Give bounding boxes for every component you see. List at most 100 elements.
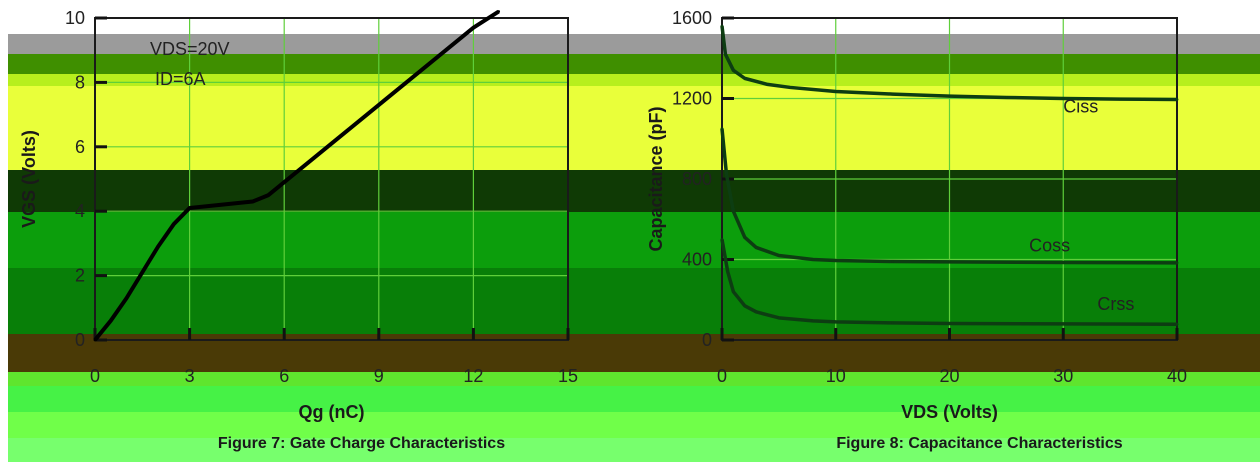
data-point: [891, 321, 895, 325]
data-point: [109, 319, 113, 323]
data-point: [948, 322, 951, 325]
series-label-coss: Coss: [1029, 235, 1070, 255]
data-point: [1175, 98, 1179, 101]
data-point: [720, 237, 724, 241]
annotation: ID=6A: [155, 69, 206, 89]
annotation: VDS=20V: [150, 39, 230, 59]
data-point: [140, 270, 144, 274]
data-point: [345, 129, 349, 133]
x-tick-label: 3: [185, 366, 195, 386]
y-tick-label: 800: [682, 169, 712, 189]
data-point: [188, 206, 192, 210]
data-point: [743, 76, 747, 80]
data-point: [1175, 261, 1179, 265]
data-point: [720, 24, 724, 28]
data-point: [948, 260, 951, 264]
x-axis-label: VDS (Volts): [901, 402, 998, 422]
data-point: [267, 193, 270, 197]
chart-title: Figure 8: Capacitance Characteristics: [836, 435, 1122, 452]
data-point: [811, 319, 815, 323]
data-point: [314, 155, 318, 158]
y-tick-label: 0: [75, 330, 85, 350]
y-tick-label: 8: [75, 72, 85, 92]
x-tick-label: 30: [1053, 366, 1073, 386]
x-tick-label: 10: [826, 366, 846, 386]
data-point: [156, 245, 160, 249]
data-point: [731, 68, 735, 72]
data-point: [834, 320, 838, 324]
data-point: [754, 310, 758, 314]
data-point: [1061, 322, 1065, 326]
background-bands: [8, 34, 1260, 462]
series-line-crss: [720, 239, 1178, 327]
data-point: [948, 94, 951, 98]
plot-frame: [94, 17, 569, 341]
data-point: [408, 77, 412, 81]
data-point: [834, 90, 838, 93]
data-point: [93, 338, 97, 342]
x-tick-label: 6: [279, 366, 289, 386]
data-point: [497, 10, 501, 13]
data-point: [891, 260, 895, 263]
chart-title: Figure 7: Gate Charge Characteristics: [218, 435, 505, 452]
data-point: [777, 254, 781, 257]
data-point: [377, 103, 381, 107]
series-line-0: [93, 9, 500, 342]
data-point: [777, 316, 781, 320]
data-point: [731, 209, 735, 213]
y-tick-label: 1200: [672, 89, 712, 109]
x-tick-label: 0: [717, 366, 727, 386]
gate-charge-chart: 0 3 6 9 12 15 0 2 4 6 8 10 Qg (nC) VGS (Volts) Figure …: [19, 8, 578, 452]
data-point: [1061, 261, 1065, 264]
y-tick-label: 1600: [672, 8, 712, 28]
band-10: [8, 412, 1260, 438]
data-point: [251, 200, 255, 203]
data-point: [743, 235, 747, 239]
data-point: [1061, 97, 1065, 100]
data-point: [743, 304, 747, 308]
series-label-crss: Crss: [1097, 294, 1134, 314]
band-8: [8, 372, 1260, 386]
y-tick-label: 0: [702, 330, 712, 350]
data-point: [440, 52, 444, 55]
y-tick-label: 2: [75, 266, 85, 286]
y-tick-label: 6: [75, 137, 85, 157]
band-1: [8, 54, 1260, 74]
band-9: [8, 386, 1260, 412]
data-point: [834, 259, 838, 262]
capacitance-chart: 0 10 20 30 40040080012001600CissCossCrssVDS …: [646, 8, 1187, 452]
data-point: [788, 86, 792, 89]
y-axis-label: Capacitance (pF): [646, 106, 666, 251]
data-point: [282, 180, 286, 184]
x-tick-label: 9: [374, 366, 384, 386]
data-point: [766, 83, 769, 86]
data-point: [754, 246, 758, 249]
x-tick-label: 20: [939, 366, 959, 386]
data-point: [731, 290, 735, 294]
y-axis-label: VGS (Volts): [19, 130, 39, 228]
band-0: [8, 34, 1260, 54]
data-point: [725, 173, 728, 177]
band-5: [8, 212, 1260, 268]
band-11: [8, 438, 1260, 462]
x-tick-label: 12: [463, 366, 483, 386]
x-tick-label: 40: [1167, 366, 1187, 386]
data-point: [1118, 97, 1122, 101]
x-tick-label: 0: [90, 366, 100, 386]
y-tick-label: 4: [75, 201, 85, 221]
data-point: [724, 52, 727, 56]
data-point: [1004, 96, 1008, 99]
y-tick-label: 10: [65, 8, 85, 28]
y-tick-label: 400: [682, 250, 712, 270]
data-point: [125, 296, 128, 300]
data-point: [1175, 322, 1179, 326]
data-point: [219, 203, 223, 207]
data-point: [472, 26, 475, 30]
data-point: [172, 222, 176, 226]
series-line-coss: [720, 128, 1178, 265]
series-label-ciss: Ciss: [1063, 97, 1098, 117]
data-point: [891, 92, 895, 96]
data-point: [720, 127, 724, 131]
x-tick-label: 15: [558, 366, 578, 386]
